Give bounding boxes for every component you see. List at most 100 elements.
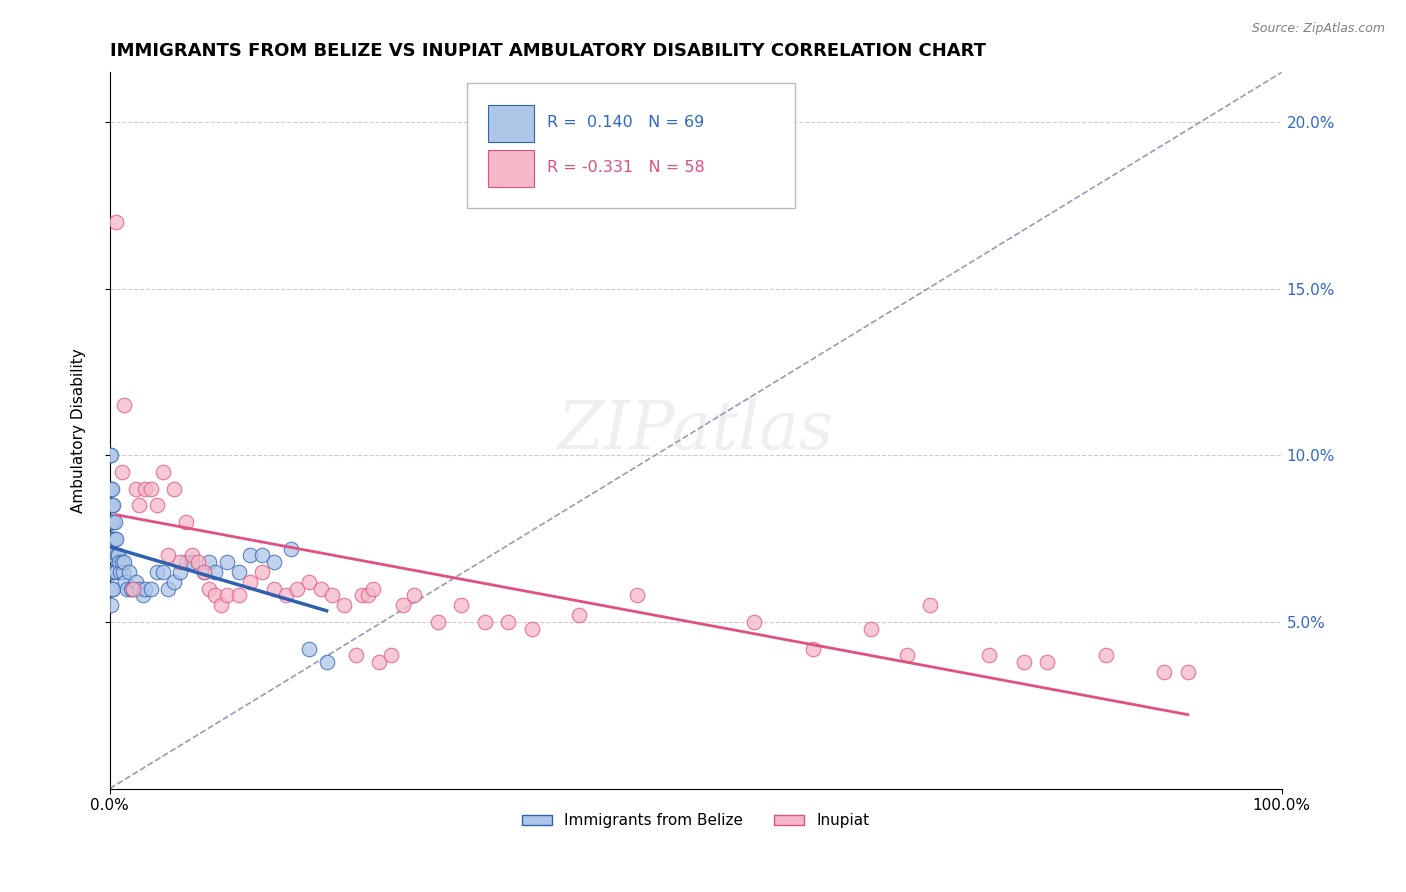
Point bbox=[108, 555, 131, 569]
Point bbox=[180, 549, 202, 563]
Point bbox=[263, 582, 285, 596]
Point bbox=[298, 574, 321, 589]
Point bbox=[977, 648, 1000, 663]
Point bbox=[193, 565, 215, 579]
Point bbox=[117, 582, 139, 596]
Point bbox=[104, 565, 127, 579]
Point bbox=[103, 499, 125, 513]
Point bbox=[363, 582, 385, 596]
Point bbox=[1094, 648, 1116, 663]
Point bbox=[298, 641, 321, 656]
Point bbox=[174, 515, 197, 529]
Point bbox=[128, 499, 150, 513]
Point bbox=[98, 449, 121, 463]
Point bbox=[204, 565, 226, 579]
Point bbox=[112, 555, 135, 569]
Point bbox=[344, 648, 367, 663]
Point bbox=[215, 555, 238, 569]
Text: ZIPatlas: ZIPatlas bbox=[558, 398, 834, 463]
Y-axis label: Ambulatory Disability: Ambulatory Disability bbox=[72, 348, 86, 513]
Point bbox=[520, 622, 543, 636]
Point bbox=[103, 582, 125, 596]
Text: R =  0.140   N = 69: R = 0.140 N = 69 bbox=[547, 115, 704, 130]
Point bbox=[280, 541, 302, 556]
Point bbox=[215, 588, 238, 602]
Point bbox=[98, 499, 121, 513]
Point bbox=[152, 465, 174, 479]
Point bbox=[98, 482, 121, 496]
Text: IMMIGRANTS FROM BELIZE VS INUPIAT AMBULATORY DISABILITY CORRELATION CHART: IMMIGRANTS FROM BELIZE VS INUPIAT AMBULA… bbox=[110, 42, 986, 60]
Point bbox=[474, 615, 496, 629]
Point bbox=[101, 582, 124, 596]
Point bbox=[356, 588, 378, 602]
Point bbox=[193, 565, 215, 579]
Point bbox=[98, 515, 121, 529]
Point bbox=[145, 499, 167, 513]
Point bbox=[263, 555, 285, 569]
Legend: Immigrants from Belize, Inupiat: Immigrants from Belize, Inupiat bbox=[516, 807, 876, 835]
Point bbox=[110, 465, 132, 479]
Point bbox=[110, 565, 132, 579]
Point bbox=[101, 499, 124, 513]
Point bbox=[98, 582, 121, 596]
Point bbox=[122, 582, 145, 596]
Point bbox=[626, 588, 648, 602]
Point bbox=[100, 549, 122, 563]
Point bbox=[101, 565, 124, 579]
Point bbox=[187, 555, 209, 569]
Point bbox=[918, 599, 941, 613]
FancyBboxPatch shape bbox=[488, 150, 534, 187]
Point bbox=[496, 615, 519, 629]
Point bbox=[239, 574, 262, 589]
Point bbox=[239, 549, 262, 563]
Point bbox=[321, 588, 343, 602]
Point bbox=[105, 549, 128, 563]
Point bbox=[350, 588, 373, 602]
Point bbox=[1012, 655, 1035, 669]
Point bbox=[100, 449, 122, 463]
Point bbox=[163, 482, 186, 496]
Point bbox=[103, 532, 125, 546]
Point bbox=[98, 532, 121, 546]
Point bbox=[104, 215, 127, 229]
Point bbox=[404, 588, 426, 602]
Point bbox=[228, 588, 250, 602]
Point bbox=[250, 565, 273, 579]
Point bbox=[209, 599, 232, 613]
Point bbox=[198, 555, 221, 569]
FancyBboxPatch shape bbox=[488, 104, 534, 142]
Point bbox=[333, 599, 356, 613]
Point bbox=[742, 615, 765, 629]
Point bbox=[110, 555, 132, 569]
Point bbox=[204, 588, 226, 602]
Text: Source: ZipAtlas.com: Source: ZipAtlas.com bbox=[1251, 22, 1385, 36]
Point bbox=[174, 555, 197, 569]
Point bbox=[380, 648, 402, 663]
Point bbox=[801, 641, 824, 656]
Point bbox=[100, 599, 122, 613]
Point bbox=[128, 582, 150, 596]
Point bbox=[104, 532, 127, 546]
Point bbox=[163, 574, 186, 589]
Point bbox=[98, 565, 121, 579]
Point bbox=[285, 582, 308, 596]
Point bbox=[169, 555, 191, 569]
Point bbox=[169, 565, 191, 579]
Point bbox=[274, 588, 297, 602]
Point bbox=[250, 549, 273, 563]
Point bbox=[139, 582, 162, 596]
Point bbox=[180, 555, 202, 569]
Point bbox=[124, 482, 146, 496]
Point bbox=[112, 399, 135, 413]
Point bbox=[131, 588, 153, 602]
Point bbox=[103, 515, 125, 529]
Point bbox=[1177, 665, 1199, 679]
Point bbox=[145, 565, 167, 579]
Point bbox=[100, 532, 122, 546]
Point bbox=[157, 582, 180, 596]
Point bbox=[228, 565, 250, 579]
Point bbox=[98, 549, 121, 563]
Point bbox=[114, 574, 136, 589]
Point bbox=[122, 582, 145, 596]
Point bbox=[103, 515, 125, 529]
